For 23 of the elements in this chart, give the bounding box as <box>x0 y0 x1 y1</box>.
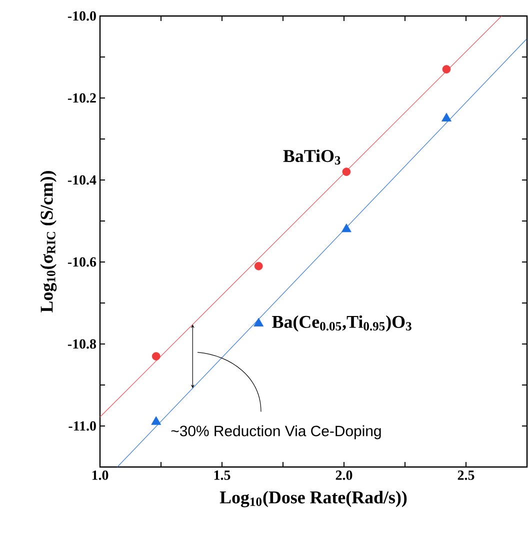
y-tick-label: -11.0 <box>68 421 96 431</box>
point <box>341 224 352 232</box>
x-axis-title: Log$_{10}$(Dose Rate(Rad/s)) <box>220 490 407 508</box>
y-tick-label: -10.8 <box>68 339 96 349</box>
y-axis-title: Log$_{10}$(σ$_{RIC}$ (S/cm)) <box>40 171 57 312</box>
x-tick-label: 1.0 <box>92 470 108 480</box>
series-label: BaTiO$_{3}$ <box>283 149 340 165</box>
point <box>151 416 162 425</box>
point <box>442 112 452 122</box>
series-label: Ba(Ce$_{0.05}$,Ti$_{0.95}$)O$_{3}$ <box>272 315 412 332</box>
point <box>342 168 351 176</box>
x-tick-label: 2.0 <box>336 470 352 480</box>
point <box>254 318 264 326</box>
x-tick-label: 2.5 <box>458 470 474 480</box>
y-tick-label: -10.4 <box>68 175 96 185</box>
point <box>442 65 451 74</box>
y-tick-label: -10.2 <box>68 93 96 103</box>
y-tick-label: -10.6 <box>68 257 96 267</box>
y-tick-label: -10.0 <box>68 11 96 21</box>
annotation: ~30% Reduction Via Ce-Doping <box>171 425 381 440</box>
x-tick-label: 1.5 <box>214 470 230 480</box>
point <box>254 262 263 270</box>
point <box>152 352 160 360</box>
